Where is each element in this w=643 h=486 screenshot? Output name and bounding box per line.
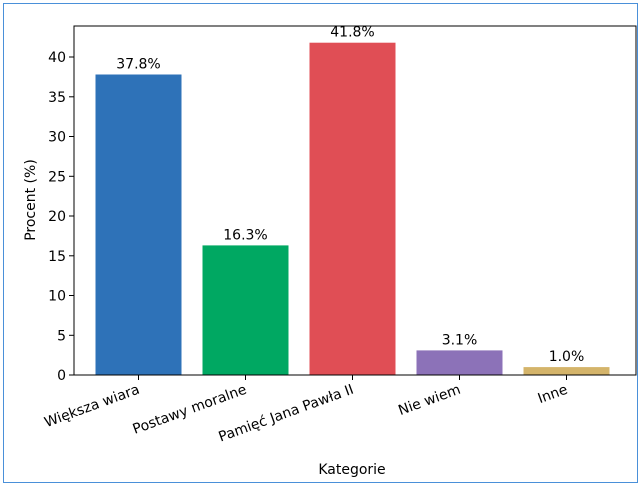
y-tick-label-7: 35 [48, 90, 66, 106]
bar-1 [202, 245, 289, 375]
bar-4 [523, 367, 610, 375]
x-tick-label-0: Większa wiara [42, 382, 142, 431]
y-tick-label-8: 40 [48, 50, 66, 66]
data-label-2: 41.8% [330, 25, 374, 41]
data-label-4: 1.0% [549, 349, 585, 365]
bars-layer [95, 42, 610, 375]
data-label-3: 3.1% [442, 332, 478, 348]
x-tick-label-3: Nie wiem [396, 382, 463, 419]
data-label-0: 37.8% [116, 57, 160, 73]
y-tick-label-0: 0 [57, 368, 66, 384]
bar-3 [416, 350, 503, 375]
x-axis-label: Kategorie [318, 462, 385, 478]
y-tick-label-6: 30 [48, 130, 66, 146]
y-tick-label-5: 25 [48, 169, 66, 185]
y-tick-label-2: 10 [48, 289, 66, 305]
y-tick-label-3: 15 [48, 249, 66, 265]
bar-2 [309, 42, 396, 375]
axes-layer [73, 25, 637, 376]
y-axis-ticks: 0 5 10 15 20 25 30 35 40 [48, 50, 74, 384]
bar-0 [95, 74, 182, 375]
data-label-1: 16.3% [223, 227, 267, 243]
y-tick-label-1: 5 [57, 328, 66, 344]
plot-area-border [73, 25, 637, 376]
x-tick-label-4: Inne [536, 382, 570, 407]
y-axis-label: Procent (%) [23, 159, 39, 241]
y-tick-label-4: 20 [48, 209, 66, 225]
data-labels: 37.8% 16.3% 41.8% 3.1% 1.0% [116, 25, 584, 365]
